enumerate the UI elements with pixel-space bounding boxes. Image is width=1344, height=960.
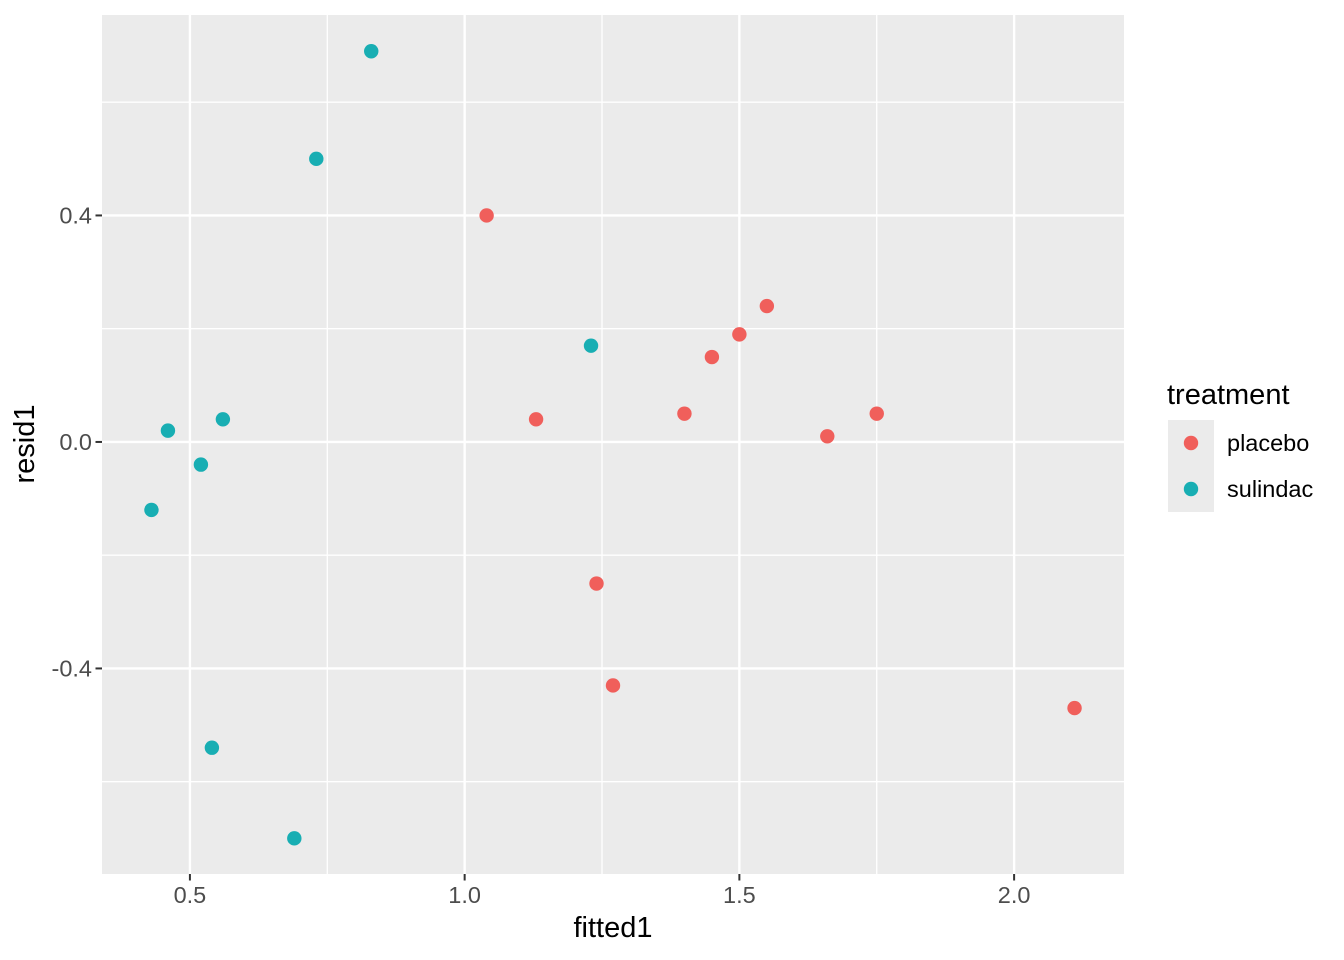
point-placebo — [869, 406, 884, 421]
point-sulindac — [287, 831, 302, 846]
y-axis-tick-labels: 0.4 0.0 -0.4 — [52, 202, 93, 681]
legend-label-sulindac: sulindac — [1227, 476, 1313, 502]
point-sulindac — [160, 423, 176, 438]
point-sulindac — [309, 151, 324, 167]
x-tick-label: 1.5 — [723, 882, 756, 908]
panel-background — [102, 15, 1124, 874]
x-tick-label: 0.5 — [174, 882, 207, 908]
x-tick-label: 1.0 — [448, 882, 481, 908]
legend-key-dot-sulindac — [1183, 481, 1199, 497]
point-placebo — [528, 412, 544, 427]
x-axis-tick-labels: 0.5 1.0 1.5 2.0 — [174, 882, 1031, 908]
point-sulindac — [193, 457, 209, 472]
point-placebo — [589, 576, 604, 591]
y-tick-label: 0.0 — [59, 429, 92, 455]
point-sulindac — [144, 502, 159, 518]
legend-label-placebo: placebo — [1227, 430, 1309, 456]
point-placebo — [732, 327, 747, 342]
x-axis-title: fitted1 — [574, 912, 653, 944]
legend-entries: placebo sulindac — [1168, 420, 1313, 512]
y-tick-label: -0.4 — [52, 655, 93, 681]
y-axis-title: resid1 — [9, 405, 41, 484]
point-placebo — [479, 208, 494, 223]
point-sulindac — [364, 44, 379, 59]
point-placebo — [677, 406, 692, 421]
grid-major — [102, 15, 1124, 874]
point-placebo — [759, 298, 775, 314]
point-sulindac — [215, 412, 231, 427]
point-placebo — [1067, 700, 1082, 716]
legend-key-dot-placebo — [1183, 435, 1199, 451]
data-points — [144, 44, 1082, 846]
legend: treatment placebo sulindac — [1167, 379, 1313, 512]
point-placebo — [820, 429, 835, 444]
axis-tick-marks — [95, 214, 1016, 881]
point-placebo — [605, 678, 621, 693]
legend-title: treatment — [1167, 379, 1290, 411]
x-tick-label: 2.0 — [998, 882, 1031, 908]
point-sulindac — [204, 740, 220, 755]
point-sulindac — [583, 338, 599, 353]
y-tick-label: 0.4 — [59, 202, 92, 228]
point-placebo — [704, 349, 720, 365]
grid-minor — [102, 15, 1124, 874]
